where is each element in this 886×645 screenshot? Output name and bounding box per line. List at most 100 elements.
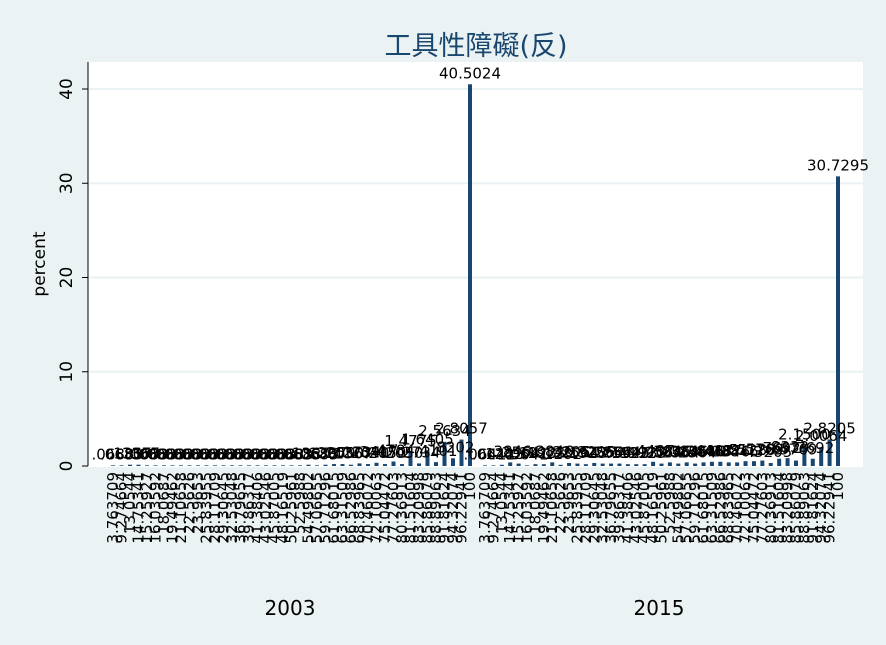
- bars: [111, 84, 840, 467]
- bar: [785, 458, 790, 466]
- x-tick-label: 50.25961: [283, 472, 301, 544]
- y-axis-label: percent: [30, 231, 50, 296]
- bar: [323, 464, 328, 466]
- bar-value-label: .2734: [398, 443, 441, 461]
- x-tick-label: 21.10658: [543, 472, 561, 544]
- bar: [726, 462, 731, 466]
- y-tick-label: 30: [57, 172, 77, 194]
- bar-value-label: .5769: [741, 441, 784, 459]
- bar-value-label: .2564: [556, 444, 599, 462]
- x-tick-label: 39.86317: [610, 472, 628, 544]
- x-tick-label: 48.16519: [274, 472, 292, 544]
- bar-value-label: .2564: [640, 444, 683, 462]
- bar-value-label: .2050: [313, 444, 356, 462]
- x-tick-label: 22.5626: [552, 472, 570, 534]
- bar: [281, 465, 285, 466]
- x-tick-label: 77.27603: [753, 472, 771, 544]
- bar-value-label: .2564: [581, 444, 624, 462]
- bar: [600, 463, 605, 466]
- bar: [128, 464, 132, 466]
- bar: [709, 461, 714, 466]
- bar-value-label: .3846: [531, 442, 574, 460]
- bar: [802, 445, 807, 466]
- bar: [451, 458, 455, 466]
- bar: [145, 465, 149, 466]
- bar-value-label: .5128: [732, 441, 775, 459]
- bar: [442, 441, 447, 466]
- bar-value-label: .0683: [194, 445, 237, 463]
- bar-value-label: .3846: [648, 442, 691, 460]
- x-tick-label: 85.86079: [787, 472, 805, 544]
- x-tick-label: 3.763709: [104, 472, 122, 544]
- bar: [264, 465, 268, 466]
- bar: [651, 461, 656, 466]
- bar-value-label: .3205: [749, 443, 792, 461]
- bar: [230, 465, 234, 466]
- x-tick-label: 21.10658: [172, 472, 190, 544]
- bar: [499, 464, 504, 466]
- bar-value-label: 2.0064: [795, 427, 848, 445]
- x-tick-label: 63.31509: [334, 472, 352, 544]
- x-tick-label: 48.16519: [644, 472, 662, 544]
- x-tick-label: 75.04472: [745, 472, 763, 544]
- bar-value-label: .0683: [270, 445, 313, 463]
- x-tick-label: 13.0544: [493, 472, 511, 534]
- x-tick-labels: 3.7637099.27466413.054414.7534115.259271…: [104, 472, 847, 544]
- bar: [357, 463, 362, 466]
- bar: [768, 462, 773, 466]
- bar-value-label: .2050: [381, 444, 424, 462]
- bar-value-label: .3205: [548, 443, 591, 461]
- y-tick-label: 0: [57, 461, 77, 472]
- x-tick-label: 28.11709: [577, 472, 595, 544]
- bar-value-label: .1367: [304, 445, 347, 463]
- bar: [592, 462, 597, 466]
- x-tick-label: 43.02546: [627, 472, 645, 544]
- bar: [383, 464, 387, 466]
- x-tick-label: 80.36913: [393, 472, 411, 544]
- x-tick-label: 80.36913: [762, 472, 780, 544]
- x-tick-label: 13.0544: [121, 472, 139, 534]
- bar: [374, 462, 379, 466]
- bar-value-label: .0683: [262, 445, 305, 463]
- x-tick-label: 29.30645: [215, 472, 233, 544]
- bar-value-label: .0641: [464, 445, 507, 463]
- bar-value-label: .0683: [279, 445, 322, 463]
- x-tick-label: 15.25927: [138, 472, 156, 544]
- bar: [760, 460, 765, 466]
- bar: [349, 464, 353, 466]
- bar: [634, 464, 639, 466]
- x-tick-label: 52.5988: [291, 472, 309, 534]
- x-tick-label: 96.22941: [821, 472, 839, 544]
- bar: [516, 463, 521, 466]
- bar-value-label: .5769: [774, 441, 817, 459]
- bar-value-label: .2050: [321, 444, 364, 462]
- bar-value-label: .1923: [606, 444, 649, 462]
- bar: [508, 462, 513, 466]
- bar-value-label: .1367: [117, 445, 160, 463]
- bar: [558, 464, 563, 466]
- bar: [221, 465, 226, 466]
- bar-value-label: .0683: [219, 445, 262, 463]
- x-tick-label: 45.87005: [636, 472, 654, 544]
- x-tick-label: 59.71296: [317, 472, 335, 544]
- y-tick-label: 10: [57, 361, 77, 383]
- bar-value-label: .0683: [92, 445, 135, 463]
- bar: [247, 465, 251, 466]
- x-tick-label: 36.79655: [232, 472, 250, 544]
- bar: [491, 465, 496, 466]
- x-tick-label: 81.51604: [770, 472, 788, 544]
- x-tick-label: 18.0687: [155, 472, 173, 534]
- bar: [751, 461, 756, 466]
- x-tick-label: 39.86317: [240, 472, 258, 544]
- bar-value-label: .0683: [228, 445, 271, 463]
- bar-value-label: .2564: [674, 444, 717, 462]
- bar-value-label: .0683: [160, 445, 203, 463]
- bar-value-label: 40.5024: [439, 64, 501, 82]
- bar: [179, 465, 183, 466]
- plot-area: [88, 62, 863, 467]
- bar: [153, 465, 158, 466]
- bar: [136, 464, 141, 466]
- bar: [676, 463, 681, 466]
- x-tick-label: 41.38406: [619, 472, 637, 544]
